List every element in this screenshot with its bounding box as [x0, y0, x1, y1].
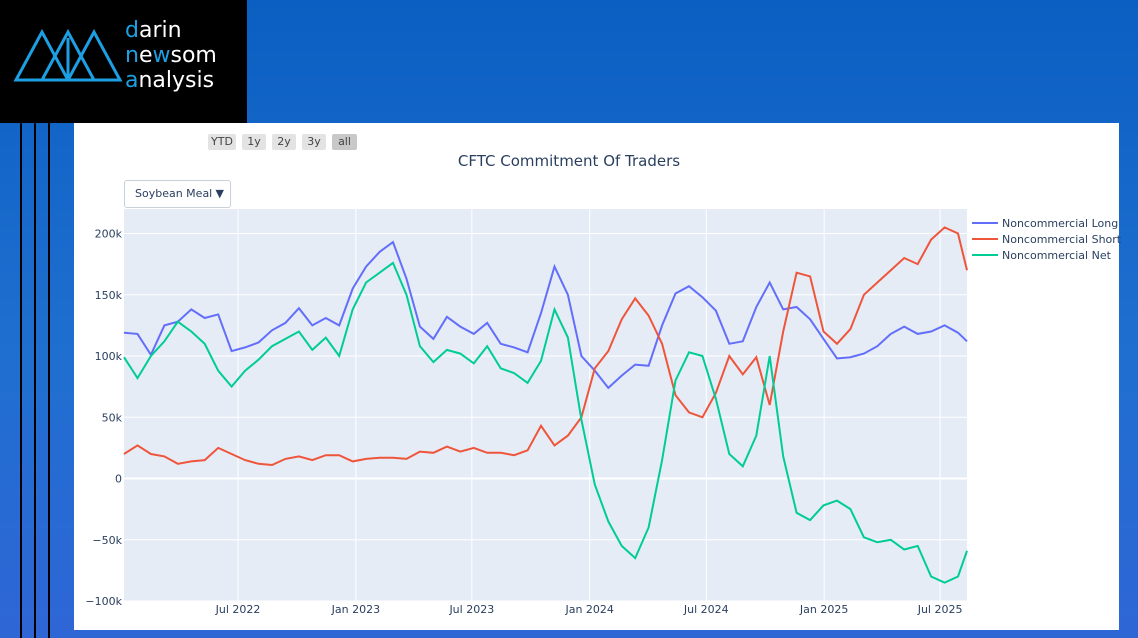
range-ytd-button[interactable]: YTD [208, 134, 236, 150]
commodity-select-value: Soybean Meal [135, 187, 213, 200]
chevron-down-icon: ▼ [215, 187, 224, 200]
decor-line [34, 123, 36, 638]
range-all-button[interactable]: all [332, 134, 357, 150]
commodity-select[interactable]: Soybean Meal ▼ [124, 180, 231, 208]
range-3y-button[interactable]: 3y [302, 134, 326, 150]
logo-wordmark: darin newsom analysis [125, 18, 217, 93]
logo-line-2: newsom [125, 43, 217, 68]
logo-mark-icon [13, 28, 123, 82]
decor-line [20, 123, 22, 638]
chart-title: CFTC Commitment Of Traders [457, 152, 681, 170]
range-2y-button[interactable]: 2y [272, 134, 296, 150]
logo-line-1: darin [125, 18, 182, 43]
logo-line-3: analysis [125, 68, 215, 93]
decor-line [48, 123, 50, 638]
logo: darin newsom analysis [0, 0, 247, 123]
range-1y-button[interactable]: 1y [242, 134, 266, 150]
